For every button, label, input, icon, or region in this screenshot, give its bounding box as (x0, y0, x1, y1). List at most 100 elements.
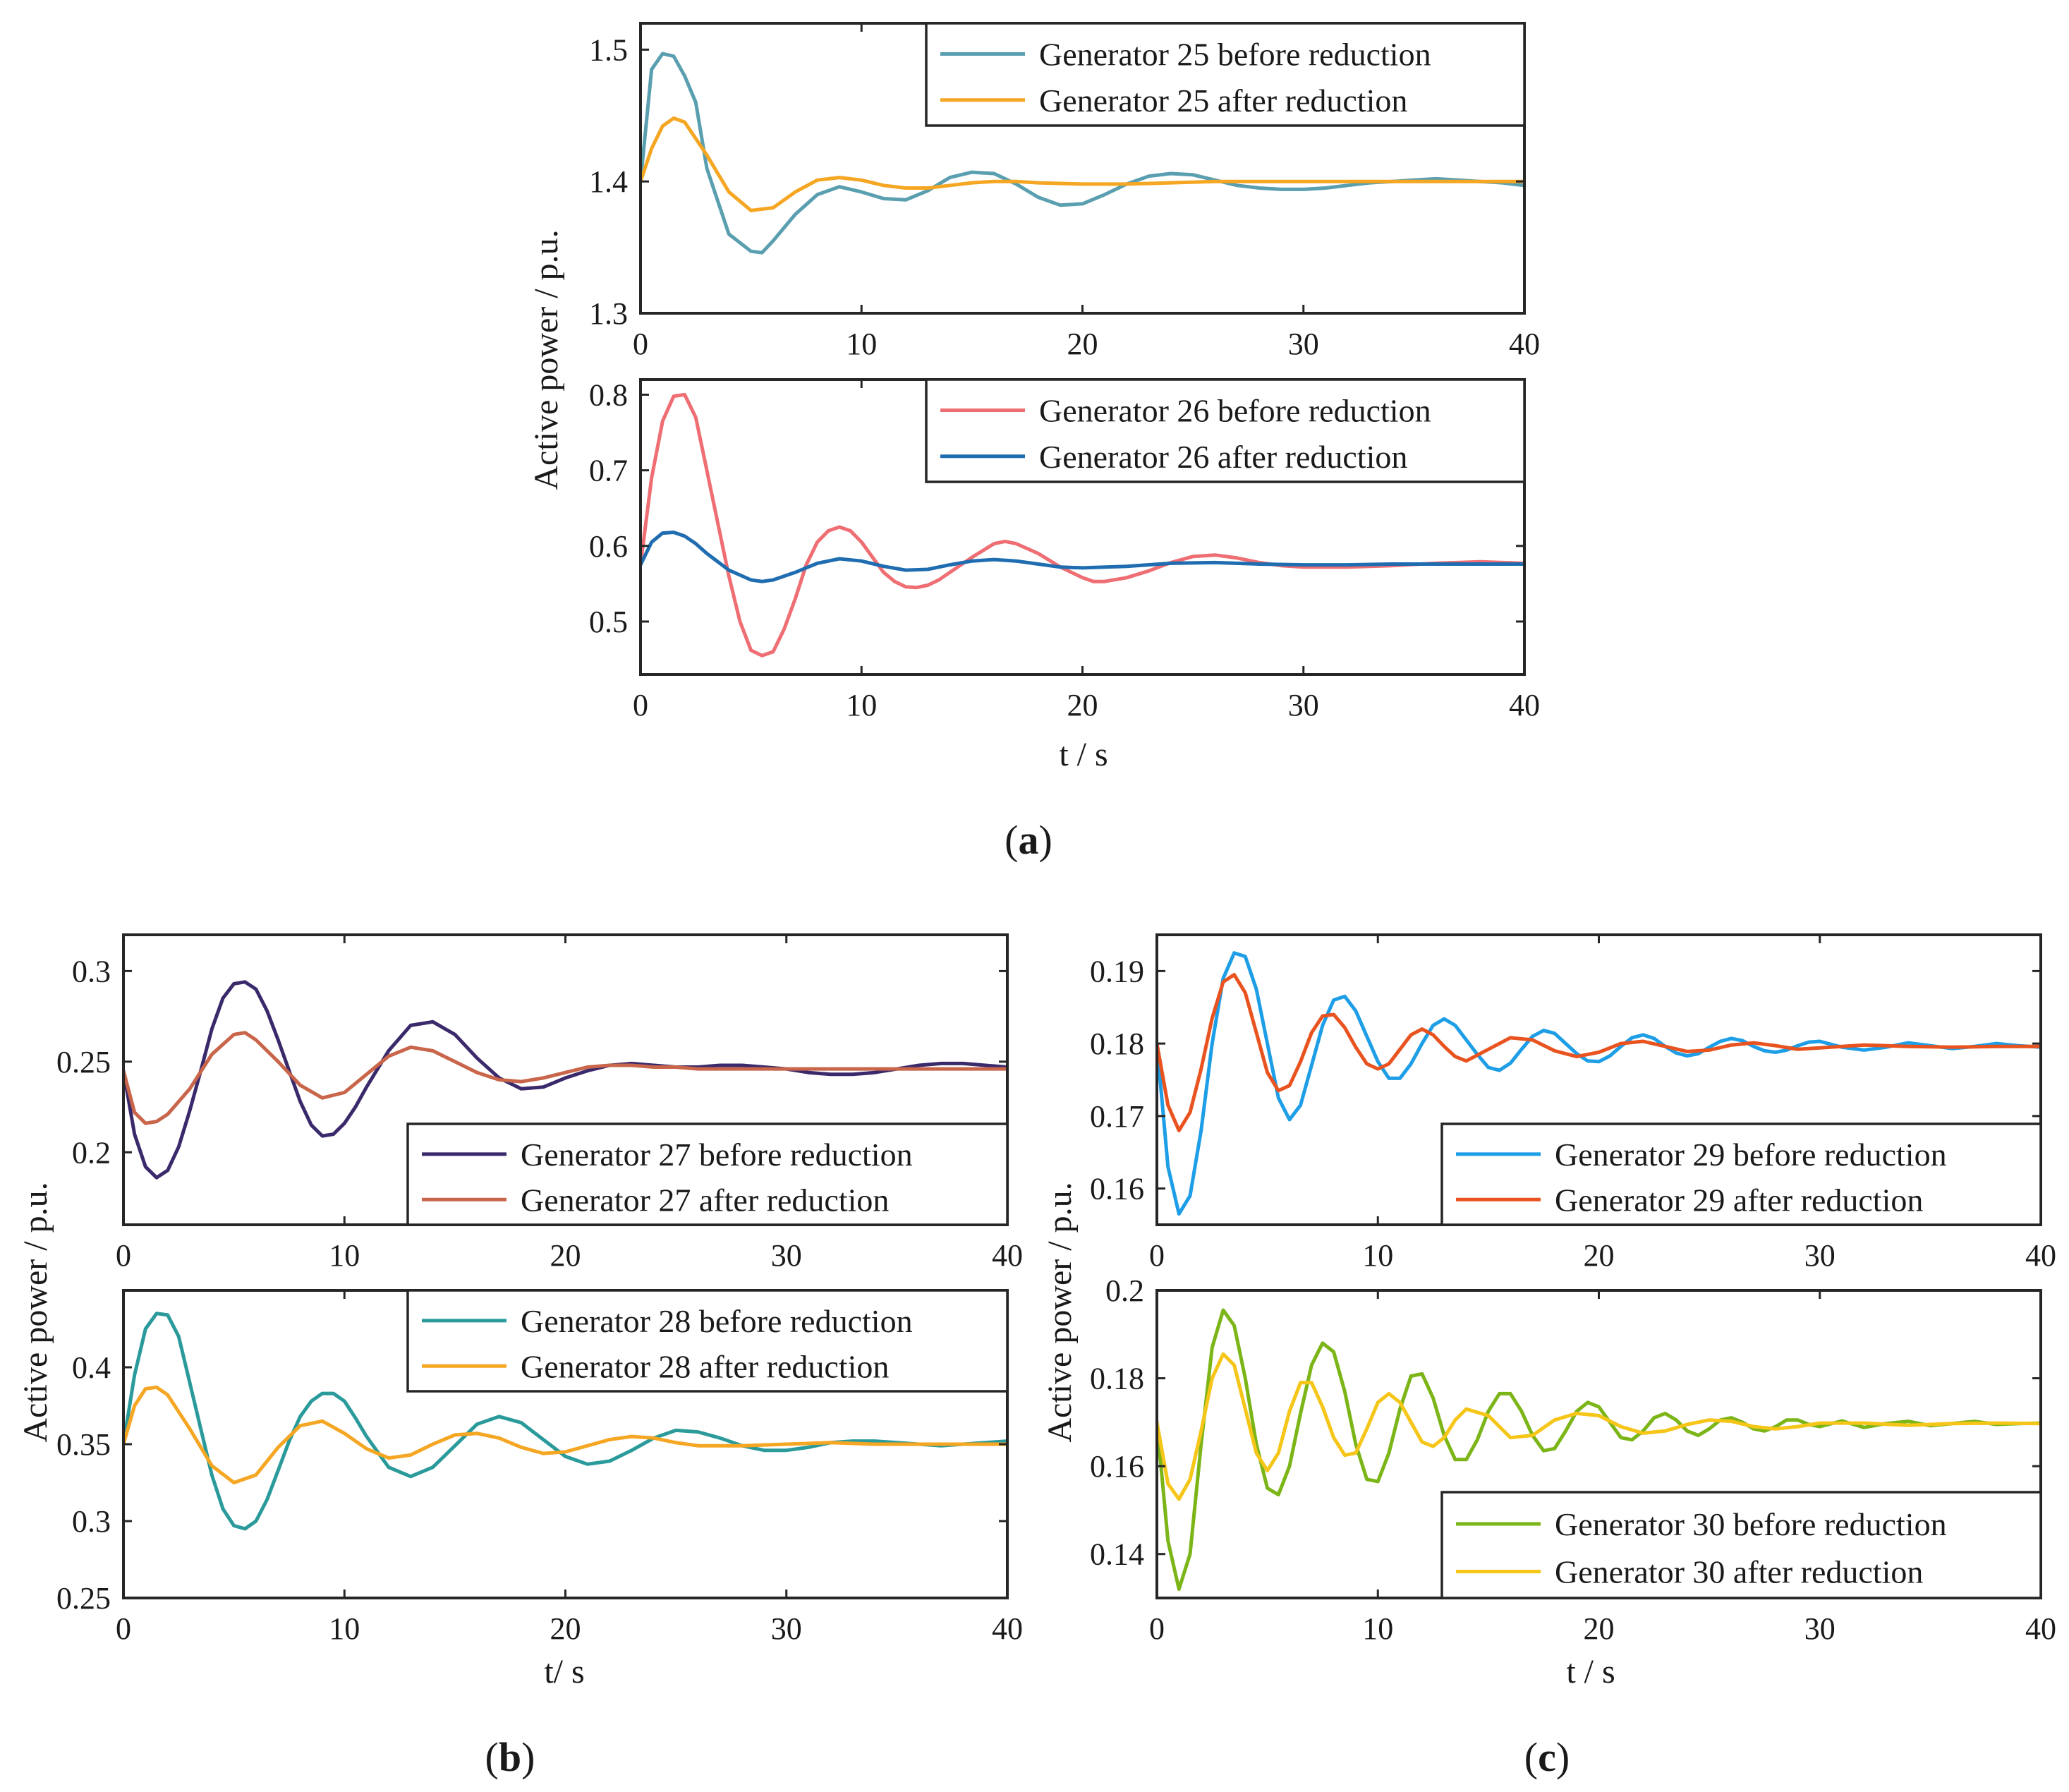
x-tick-label-gen27-0: 0 (116, 1238, 131, 1273)
legend-gen25: Generator 25 before reduction Generator 2… (925, 22, 1526, 127)
ylabel-panel-b: Active power / p.u. (17, 1182, 54, 1442)
y-tick-label-gen25-1: 1.4 (589, 164, 628, 199)
x-tick-label-gen30-0: 0 (1149, 1611, 1165, 1646)
x-tick-label-gen28-40: 40 (992, 1611, 1023, 1646)
legend-label-gen30-before: Generator 30 before reduction (1555, 1506, 1947, 1542)
y-tick-label-gen28-1: 0.3 (72, 1504, 111, 1539)
legend-gen27: Generator 27 before reduction Generator 2… (406, 1122, 1009, 1226)
y-tick-label-gen30-1: 0.16 (1090, 1449, 1144, 1484)
panel-label-c-close: ) (1556, 1734, 1570, 1780)
legend-gen29: Generator 29 before reduction Generator 2… (1440, 1122, 2042, 1226)
x-tick-label-gen27-30: 30 (771, 1238, 802, 1273)
x-tick-label-gen26-40: 40 (1509, 688, 1540, 722)
panel-label-a-open: ( (1005, 817, 1018, 863)
legend-box-gen29 (1440, 1122, 2042, 1226)
x-tick-label-gen25-0: 0 (633, 327, 648, 361)
chart-gen29: 0 10 20 30 40 0.16 0.17 0.18 0.19 Generator 29 be… (1090, 933, 2056, 1273)
series-line-gen26-before (641, 392, 1524, 658)
legend-label-gen26-before: Generator 26 before reduction (1039, 393, 1431, 429)
y-tick-label-gen27-2: 0.3 (72, 954, 111, 988)
x-tick-label-gen30-20: 20 (1584, 1611, 1615, 1646)
ylabel-panel-c: Active power / p.u. (1041, 1182, 1079, 1442)
series-line-gen28-after (123, 1385, 1007, 1484)
x-tick-label-gen30-30: 30 (1804, 1611, 1836, 1646)
y-tick-label-gen28-3: 0.4 (72, 1350, 111, 1385)
panel-label-b-letter: b (499, 1734, 521, 1780)
ylabel-panel-a: Active power / p.u. (528, 229, 565, 490)
panel-label-a-letter: a (1019, 817, 1039, 863)
legend-label-gen25-before: Generator 25 before reduction (1039, 37, 1431, 73)
y-tick-label-gen25-0: 1.3 (589, 296, 628, 331)
x-tick-label-gen26-20: 20 (1067, 688, 1098, 722)
x-tick-label-gen29-40: 40 (2025, 1238, 2056, 1273)
x-tick-label-gen27-20: 20 (550, 1238, 581, 1273)
chart-gen27: 0 10 20 30 40 0.2 0.25 0.3 Generator 27 before r… (56, 933, 1023, 1273)
x-tick-label-gen27-10: 10 (329, 1238, 360, 1273)
x-tick-label-gen29-20: 20 (1584, 1238, 1615, 1273)
y-tick-label-gen29-1: 0.17 (1090, 1099, 1144, 1134)
legend-gen26: Generator 26 before reduction Generator 2… (925, 378, 1526, 483)
xlabel-panel-b: t/ s (544, 1653, 584, 1690)
x-tick-label-gen26-0: 0 (633, 688, 648, 722)
chart-gen25: 0 10 20 30 40 1.3 1.4 1.5 Generator 25 before re… (589, 22, 1540, 361)
legend-box-gen26 (925, 378, 1526, 483)
panel-label-a: (a) (1005, 817, 1052, 863)
y-tick-label-gen25-2: 1.5 (589, 32, 628, 67)
series-line-gen25-before (641, 52, 1524, 255)
y-tick-label-gen29-0: 0.16 (1090, 1172, 1144, 1206)
y-tick-label-gen26-2: 0.7 (589, 454, 628, 488)
x-tick-label-gen25-30: 30 (1288, 327, 1319, 361)
y-tick-label-gen26-1: 0.6 (589, 529, 628, 564)
y-tick-label-gen27-0: 0.2 (72, 1135, 111, 1170)
panel-label-c-open: ( (1524, 1734, 1538, 1780)
legend-label-gen25-after: Generator 25 after reduction (1039, 83, 1407, 119)
panel-label-c: (c) (1524, 1734, 1570, 1780)
x-tick-label-gen26-30: 30 (1288, 688, 1319, 722)
legend-label-gen28-after: Generator 28 after reduction (521, 1348, 889, 1384)
y-tick-label-gen30-3: 0.2 (1105, 1273, 1144, 1308)
x-tick-label-gen29-0: 0 (1149, 1238, 1165, 1273)
xlabel-panel-a: t / s (1059, 736, 1108, 773)
y-tick-label-gen26-0: 0.5 (589, 605, 628, 639)
series-line-gen30-before (1157, 1308, 2041, 1591)
series-line-gen27-after (123, 1031, 1007, 1125)
x-tick-label-gen28-0: 0 (116, 1611, 131, 1646)
y-tick-label-gen28-2: 0.35 (56, 1427, 111, 1462)
x-tick-label-gen28-10: 10 (329, 1611, 360, 1646)
y-tick-label-gen29-3: 0.19 (1090, 954, 1144, 988)
y-tick-label-gen26-3: 0.8 (589, 377, 628, 412)
y-tick-label-gen27-1: 0.25 (56, 1045, 111, 1079)
series-line-gen27-before (123, 980, 1007, 1180)
x-tick-label-gen25-10: 10 (846, 327, 877, 361)
plots: 0 10 20 30 40 1.3 1.4 1.5 Generator 25 before re… (56, 22, 2056, 1646)
x-tick-label-gen26-10: 10 (846, 688, 877, 722)
legend-box-gen25 (925, 22, 1526, 127)
x-tick-label-gen28-20: 20 (550, 1611, 581, 1646)
series-line-gen29-before (1157, 951, 2041, 1216)
legend-label-gen30-after: Generator 30 after reduction (1555, 1554, 1923, 1590)
legend-gen30: Generator 30 before reduction Generator 3… (1440, 1491, 2042, 1599)
x-tick-label-gen28-30: 30 (771, 1611, 802, 1646)
y-tick-label-gen29-2: 0.18 (1090, 1027, 1144, 1061)
legend-label-gen26-after: Generator 26 after reduction (1039, 439, 1407, 475)
legend-label-gen29-after: Generator 29 after reduction (1555, 1182, 1923, 1218)
legend-label-gen29-before: Generator 29 before reduction (1555, 1137, 1947, 1173)
legend-label-gen28-before: Generator 28 before reduction (521, 1303, 913, 1339)
xlabel-panel-c: t / s (1566, 1653, 1615, 1690)
legend-box-gen30 (1440, 1491, 2042, 1599)
x-tick-label-gen27-40: 40 (992, 1238, 1023, 1273)
legend-label-gen27-after: Generator 27 after reduction (521, 1182, 889, 1218)
x-tick-label-gen30-10: 10 (1362, 1611, 1393, 1646)
panel-label-b: (b) (485, 1734, 535, 1780)
legend-label-gen27-before: Generator 27 before reduction (521, 1137, 913, 1173)
series-line-gen29-after (1157, 973, 2041, 1132)
panel-label-c-letter: c (1538, 1734, 1556, 1780)
x-tick-label-gen29-30: 30 (1804, 1238, 1836, 1273)
y-tick-label-gen28-0: 0.25 (56, 1581, 111, 1616)
x-tick-label-gen25-20: 20 (1067, 327, 1098, 361)
panel-label-b-open: ( (485, 1734, 499, 1780)
panel-label-b-close: ) (521, 1734, 535, 1780)
series-line-gen25-after (641, 116, 1524, 212)
series-line-gen26-after (641, 531, 1524, 583)
series-line-gen30-after (1157, 1352, 2041, 1501)
